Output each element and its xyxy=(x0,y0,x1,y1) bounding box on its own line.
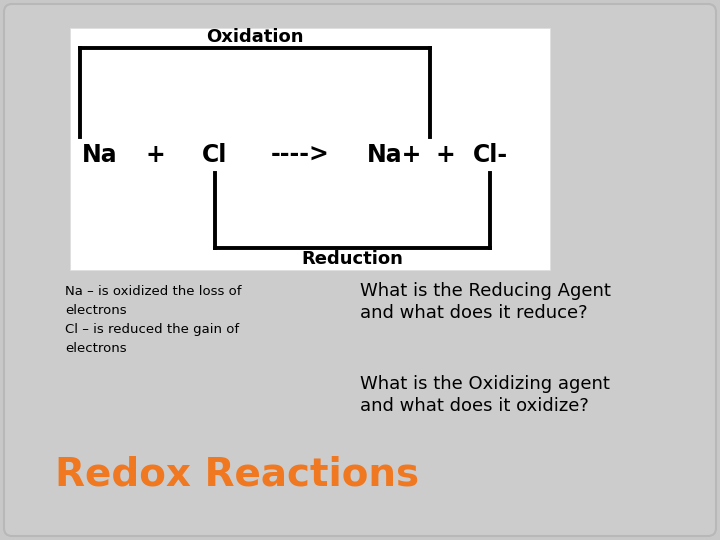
Text: Cl-: Cl- xyxy=(472,143,508,167)
Text: Cl: Cl xyxy=(202,143,228,167)
Text: Reduction: Reduction xyxy=(302,250,403,268)
Text: Redox Reactions: Redox Reactions xyxy=(55,456,419,494)
Text: and what does it reduce?: and what does it reduce? xyxy=(360,304,588,322)
Text: ---->: ----> xyxy=(271,143,330,167)
Text: +: + xyxy=(435,143,455,167)
Text: Cl – is reduced the gain of: Cl – is reduced the gain of xyxy=(65,323,239,336)
FancyBboxPatch shape xyxy=(4,4,716,536)
Text: and what does it oxidize?: and what does it oxidize? xyxy=(360,397,589,415)
Text: electrons: electrons xyxy=(65,304,127,317)
Text: Na+: Na+ xyxy=(367,143,423,167)
Text: +: + xyxy=(145,143,165,167)
Text: What is the Reducing Agent: What is the Reducing Agent xyxy=(360,282,611,300)
Text: What is the Oxidizing agent: What is the Oxidizing agent xyxy=(360,375,610,393)
Text: Na: Na xyxy=(82,143,118,167)
Text: electrons: electrons xyxy=(65,342,127,355)
Text: Na – is oxidized the loss of: Na – is oxidized the loss of xyxy=(65,285,241,298)
Text: Oxidation: Oxidation xyxy=(206,28,304,46)
Bar xyxy=(70,28,550,270)
